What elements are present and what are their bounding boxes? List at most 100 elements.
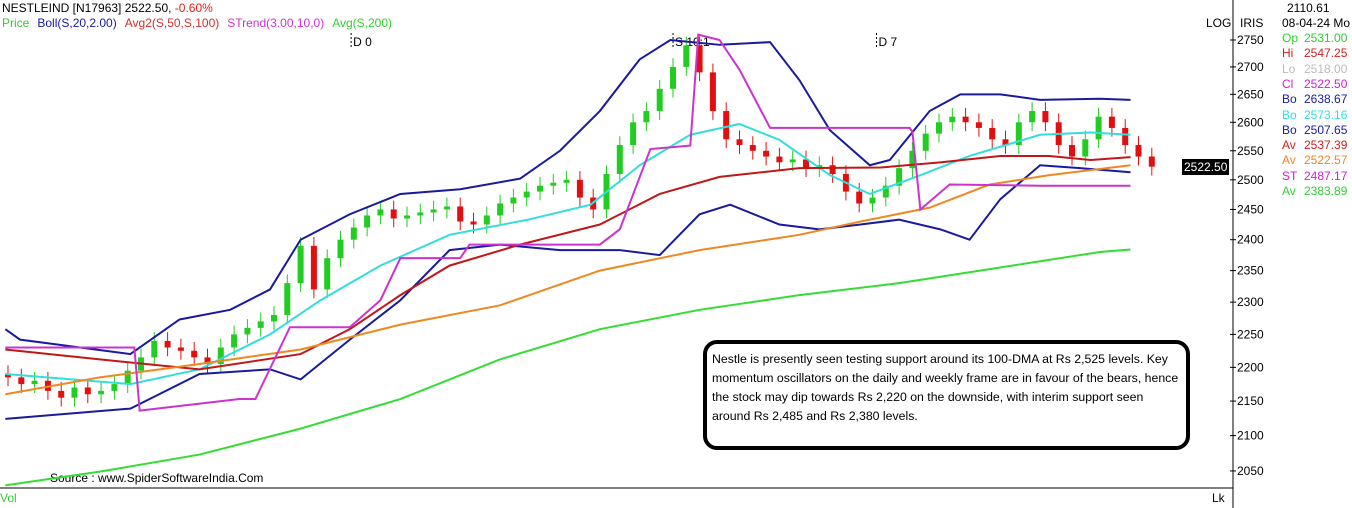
candle <box>483 215 490 225</box>
event-marker: D 7 <box>878 35 897 49</box>
candle <box>896 168 903 186</box>
y-tick-label: 2300 <box>1237 295 1264 309</box>
candle <box>869 197 876 204</box>
candle <box>310 245 317 290</box>
panel-row: Cl 2522.50 <box>1282 76 1348 91</box>
candle <box>949 116 956 123</box>
panel-row: Hi 2547.25 <box>1282 46 1348 61</box>
candle <box>723 111 730 140</box>
candle <box>470 221 477 225</box>
candle <box>656 88 663 112</box>
candle <box>550 182 557 186</box>
y-tick-label: 2250 <box>1237 327 1264 341</box>
y-tick-label: 2600 <box>1237 115 1264 129</box>
candle <box>1002 139 1009 146</box>
candle <box>683 45 690 67</box>
candle <box>1015 122 1022 146</box>
candle <box>803 159 809 169</box>
indicator-line-supertrend <box>5 33 1131 412</box>
panel-row: Av 2383.89 <box>1282 184 1348 198</box>
candle <box>736 139 743 146</box>
candle <box>124 370 131 385</box>
y-tick-label: 2200 <box>1237 360 1264 374</box>
panel-row: Bo 2507.65 <box>1282 122 1348 137</box>
panel-date: 08-04-24 Mo <box>1282 16 1351 30</box>
indicator-line-avg-50 <box>5 154 1131 371</box>
candle <box>497 203 504 216</box>
candle <box>696 45 703 73</box>
candle <box>829 165 836 174</box>
candle <box>204 357 211 365</box>
candle <box>217 347 224 365</box>
volume-label: Vol <box>0 491 17 505</box>
candle <box>909 150 916 169</box>
indicator-line-boll-lower <box>5 164 1131 420</box>
candle <box>257 321 264 328</box>
y-tick-label: 2100 <box>1237 429 1264 443</box>
candle <box>350 227 357 240</box>
y-tick-label: 2500 <box>1237 173 1264 187</box>
candle <box>417 212 424 216</box>
candle <box>377 209 384 216</box>
candle <box>244 327 251 335</box>
panel-row: ST 2487.17 <box>1282 168 1348 183</box>
candle <box>177 347 184 351</box>
candle <box>616 145 623 174</box>
log-toggle[interactable]: LOG <box>1206 16 1232 30</box>
candle <box>776 156 783 163</box>
panel-row: Bo 2573.16 <box>1282 107 1348 122</box>
candle <box>709 72 716 112</box>
legend-item[interactable]: Avg(S,200) <box>332 16 393 30</box>
y-tick-label: 2050 <box>1237 464 1264 478</box>
lk-label: Lk <box>1212 491 1225 505</box>
indicator-legend: Price Boll(S,20,2.00) Avg2(S,50,S,100) STre… <box>2 16 400 30</box>
candle <box>271 314 277 322</box>
indicator-line-boll-upper <box>4 38 1131 356</box>
candle <box>71 387 78 398</box>
candle <box>18 377 25 385</box>
candle <box>563 179 570 183</box>
panel-row: Lo 2518.00 <box>1282 61 1348 76</box>
candle <box>430 209 437 213</box>
y-tick-label: 2550 <box>1237 144 1264 158</box>
panel-value: 2110.61 <box>1287 1 1330 15</box>
source-text: Source : www.SpiderSoftwareIndia.Com <box>50 471 264 485</box>
candle <box>443 206 450 210</box>
candle <box>164 340 171 348</box>
candle <box>151 340 158 358</box>
candle <box>975 122 982 128</box>
candle <box>1095 116 1102 140</box>
candle <box>98 390 105 395</box>
candle <box>856 191 863 204</box>
last-price: 2522.50, <box>124 1 172 15</box>
chart-title: NESTLEIND [N17963] 2522.50, -0.60% <box>2 1 213 15</box>
candle <box>630 122 637 146</box>
symbol: NESTLEIND [N17963] <box>2 1 122 15</box>
candle <box>670 66 676 89</box>
y-tick-label: 2150 <box>1237 394 1264 408</box>
y-tick-label: 2700 <box>1237 60 1264 74</box>
candle <box>284 283 291 315</box>
legend-item[interactable]: Boll(S,20,2.00) <box>37 16 117 30</box>
candle <box>1029 111 1036 123</box>
candle <box>31 380 38 385</box>
panel-row: Op 2531.00 <box>1282 31 1348 45</box>
event-marker: D 0 <box>353 35 372 49</box>
candle <box>457 206 464 222</box>
candle <box>390 209 397 219</box>
candle <box>5 374 11 378</box>
candle <box>576 179 583 198</box>
candle <box>789 159 796 163</box>
y-tick-label: 2650 <box>1237 87 1264 101</box>
y-tick-label: 2350 <box>1237 264 1264 278</box>
candle <box>922 133 929 151</box>
candle <box>58 390 65 398</box>
y-tick-label: 2400 <box>1237 233 1264 247</box>
current-price-tag: 2522.50 <box>1182 159 1230 175</box>
candle <box>643 111 650 123</box>
candle <box>1148 156 1155 167</box>
legend-item[interactable]: Price <box>2 16 30 30</box>
legend-item[interactable]: STrend(3.00,10,0) <box>227 16 325 30</box>
legend-item[interactable]: Avg2(S,50,S,100) <box>124 16 220 30</box>
